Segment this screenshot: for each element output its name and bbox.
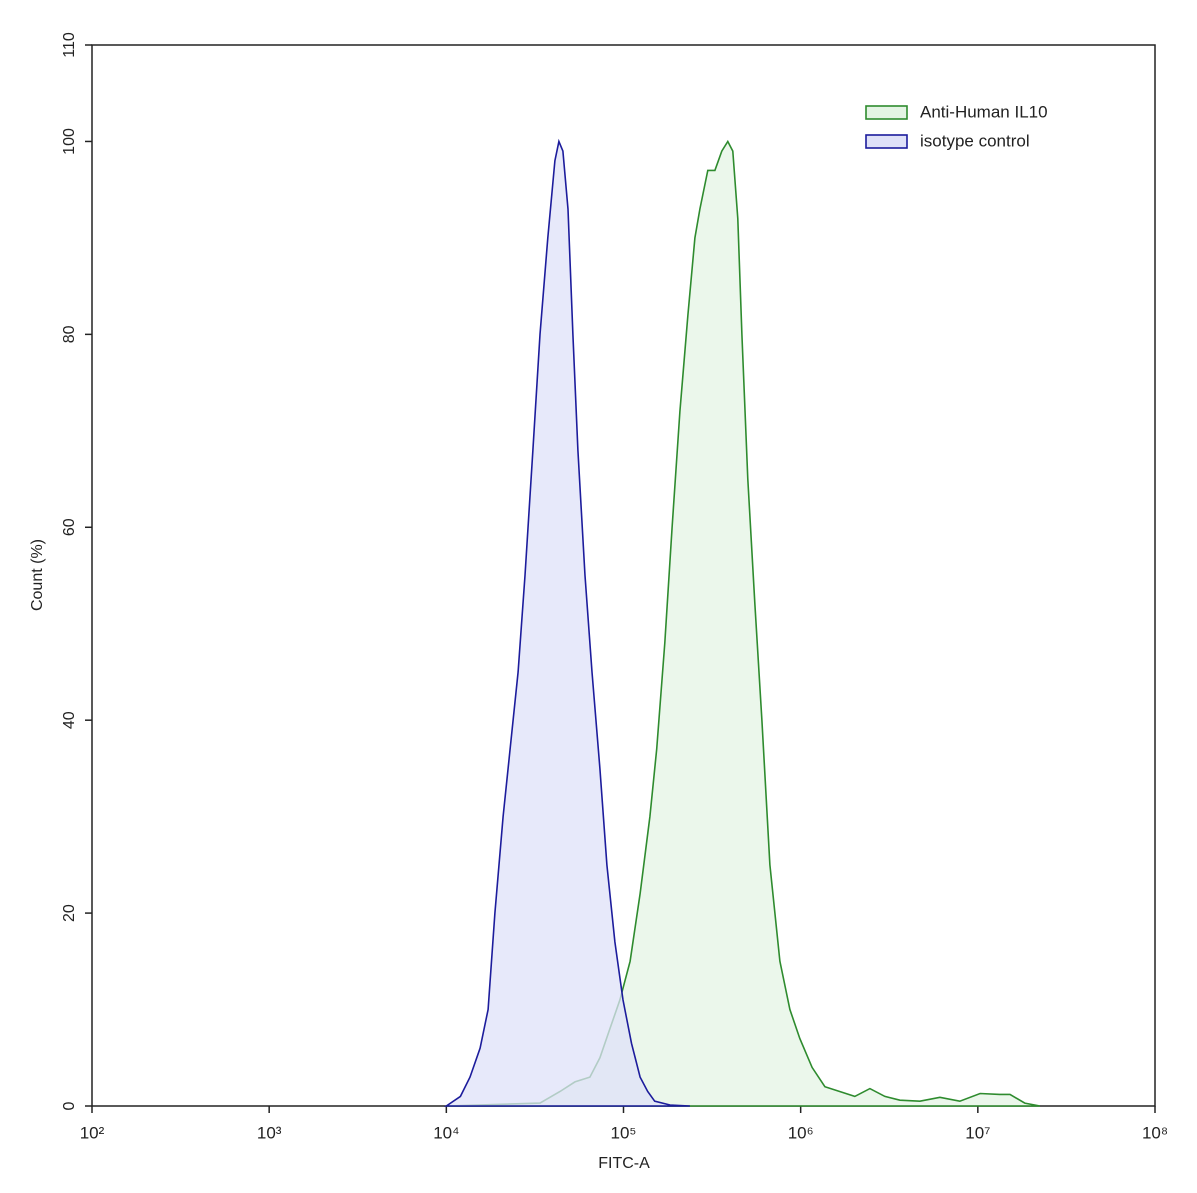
x-axis-label: FITC-A	[598, 1155, 650, 1172]
y-tick-label: 40	[61, 711, 78, 729]
y-tick-label: 0	[61, 1101, 78, 1110]
x-tick-label: 10⁴	[433, 1123, 459, 1142]
histogram-area	[443, 138, 690, 1107]
x-tick-label: 10⁶	[788, 1123, 814, 1142]
y-axis-label: Count (%)	[29, 539, 46, 611]
x-tick-label: 10⁷	[965, 1123, 990, 1142]
x-tick-label: 10⁵	[611, 1123, 637, 1142]
histogram-area	[446, 139, 1041, 1107]
legend-label: Anti-Human IL10	[920, 102, 1048, 121]
x-tick-label: 10²	[80, 1123, 105, 1142]
y-tick-label: 60	[61, 518, 78, 536]
legend-swatch	[865, 105, 908, 120]
x-tick-label: 10⁸	[1142, 1123, 1168, 1142]
legend-swatch	[865, 134, 908, 149]
x-tick-label: 10³	[257, 1123, 282, 1142]
legend-label: isotype control	[920, 131, 1030, 150]
y-tick-label: 80	[61, 325, 78, 343]
y-tick-label: 100	[61, 128, 78, 155]
y-tick-label: 20	[61, 904, 78, 922]
y-tick-label: 110	[61, 32, 78, 58]
plot-frame	[91, 44, 1156, 1107]
